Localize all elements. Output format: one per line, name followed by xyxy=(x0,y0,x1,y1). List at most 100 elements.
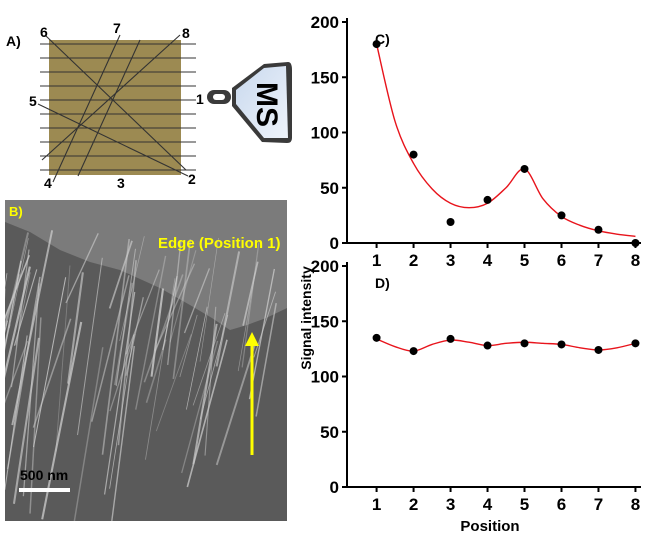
sem-fiber xyxy=(179,314,198,378)
data-point xyxy=(372,40,381,49)
y-tick-label: 100 xyxy=(311,368,339,387)
sem-fiber xyxy=(186,306,208,410)
x-tick-label: 3 xyxy=(446,495,455,514)
sem-fiber xyxy=(55,265,71,453)
y-tick-label: 50 xyxy=(320,179,339,198)
sem-fiber xyxy=(41,321,83,520)
sem-fiber xyxy=(109,333,136,412)
data-point xyxy=(483,195,492,204)
sem-image xyxy=(5,200,287,521)
position-label-4: 4 xyxy=(44,175,52,191)
x-tick-label: 1 xyxy=(372,251,381,270)
sem-fiber xyxy=(67,272,84,384)
x-tick-label: 7 xyxy=(594,495,603,514)
sem-fiber xyxy=(169,250,197,343)
sem-fiber xyxy=(241,242,260,368)
data-point xyxy=(594,225,603,234)
scale-bar-label: 500 nm xyxy=(20,467,68,483)
y-tick-label: 200 xyxy=(311,13,339,32)
sem-fiber xyxy=(115,248,136,387)
data-point xyxy=(594,345,603,354)
data-point xyxy=(557,211,566,220)
sem-fiber xyxy=(192,313,226,406)
y-tick-label: 0 xyxy=(330,478,339,497)
sem-fiber xyxy=(150,288,165,377)
sem-fiber xyxy=(13,269,38,346)
sem-fiber xyxy=(167,240,182,365)
x-tick-label: 4 xyxy=(483,495,493,514)
panel-a: A) 6 7 8 5 1 4 3 2 xyxy=(6,20,292,191)
sem-fiber xyxy=(5,254,31,320)
sem-fiber xyxy=(215,251,241,367)
x-axis-label: Position xyxy=(460,518,519,534)
sem-fiber xyxy=(183,268,211,334)
sem-fiber xyxy=(199,237,219,362)
data-point xyxy=(446,334,455,343)
position-label-3: 3 xyxy=(117,175,125,191)
position-label-6: 6 xyxy=(40,24,48,40)
sem-fiber xyxy=(101,238,130,455)
x-tick-label: 5 xyxy=(520,495,529,514)
x-tick-label: 5 xyxy=(520,251,529,270)
position-label-5: 5 xyxy=(29,93,37,109)
y-tick-label: 150 xyxy=(311,68,339,87)
x-tick-label: 7 xyxy=(594,251,603,270)
edge-arrow xyxy=(245,332,259,455)
sem-fiber xyxy=(255,302,277,417)
sem-fiber xyxy=(10,249,30,388)
sem-fibers xyxy=(5,230,277,521)
sample-square xyxy=(49,40,181,175)
sem-fiber xyxy=(91,275,130,422)
data-point xyxy=(520,339,529,348)
sem-fiber xyxy=(145,339,167,403)
x-tick-label: 8 xyxy=(631,251,640,270)
y-axis-label: Signal intensity xyxy=(298,266,314,370)
x-tick-label: 3 xyxy=(446,251,455,270)
sem-fiber xyxy=(33,277,67,448)
sem-fiber xyxy=(77,257,103,436)
fit-line xyxy=(376,338,636,352)
sem-fiber xyxy=(108,240,133,309)
data-point xyxy=(520,164,529,173)
sem-fiber xyxy=(32,318,72,428)
y-tick-label: 0 xyxy=(330,234,339,253)
data-point xyxy=(483,341,492,350)
panel-a-label: A) xyxy=(6,33,21,49)
chart-d: 0 50 100 150 200 1 2 3 4 5 6 7 8 D) xyxy=(311,257,641,514)
fit-line xyxy=(375,43,636,238)
sem-fiber xyxy=(181,340,219,474)
sem-fiber xyxy=(5,340,29,404)
sem-fiber xyxy=(143,274,184,383)
sem-fiber xyxy=(111,345,135,521)
data-point xyxy=(446,218,455,227)
scan-lines xyxy=(37,34,196,183)
position-label-8: 8 xyxy=(182,25,190,41)
data-point xyxy=(631,239,640,247)
sem-fiber xyxy=(145,278,176,460)
sem-fiber xyxy=(5,288,6,300)
panel-b-label: B) xyxy=(9,204,23,219)
x-tick-label: 2 xyxy=(409,495,418,514)
data-point xyxy=(409,347,418,356)
sem-fiber xyxy=(154,263,196,352)
sem-fiber xyxy=(242,261,259,326)
sem-fiber xyxy=(5,266,31,379)
sem-fiber xyxy=(11,230,54,426)
sem-fiber xyxy=(155,334,192,432)
sem-fiber xyxy=(119,236,145,342)
data-point xyxy=(372,333,381,342)
ms-label: MS xyxy=(250,82,283,127)
data-point xyxy=(409,150,418,159)
sem-fiber xyxy=(237,271,256,372)
panel-title: D) xyxy=(375,275,390,291)
sem-fiber xyxy=(162,275,178,351)
sem-fiber xyxy=(5,232,30,334)
x-tick-label: 6 xyxy=(557,495,566,514)
sem-fiber xyxy=(73,347,104,521)
scale-bar xyxy=(19,488,70,492)
position-label-7: 7 xyxy=(113,20,121,36)
x-tick-label: 4 xyxy=(483,251,493,270)
x-tick-label: 2 xyxy=(409,251,418,270)
